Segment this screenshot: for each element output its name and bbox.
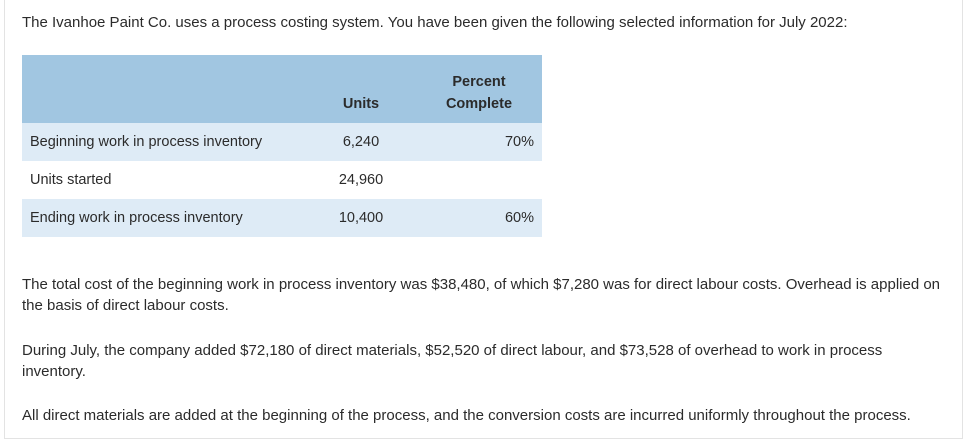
paragraph-beginning-wip-cost: The total cost of the beginning work in … [22,276,941,314]
content-frame [4,0,963,439]
table-row: Units started 24,960 [22,161,542,199]
paragraph-july-additions: During July, the company added $72,180 o… [22,342,883,380]
header-units: Units [306,55,416,123]
table-header-row: Units Percent Complete [22,55,542,123]
header-percent-line1: Percent [452,74,506,90]
paragraph-cost-incurrence: All direct materials are added at the be… [22,407,911,424]
header-percent-line2: Complete [445,96,513,112]
row-units: 10,400 [306,199,416,237]
row-label: Ending work in process inventory [22,199,306,237]
row-label: Beginning work in process inventory [22,123,306,161]
row-percent [416,161,542,199]
table-row: Beginning work in process inventory 6,24… [22,123,542,161]
process-info-table: Units Percent Complete Beginning work in… [22,55,542,237]
row-percent: 60% [416,199,542,237]
row-units: 24,960 [338,172,384,188]
table-row: Ending work in process inventory 10,400 … [22,199,542,237]
row-label: Units started [30,172,112,188]
header-percent-complete: Percent Complete [416,55,542,123]
row-units: 6,240 [306,123,416,161]
header-label [22,55,306,123]
intro-text: The Ivanhoe Paint Co. uses a process cos… [22,14,848,31]
row-percent: 70% [416,123,542,161]
